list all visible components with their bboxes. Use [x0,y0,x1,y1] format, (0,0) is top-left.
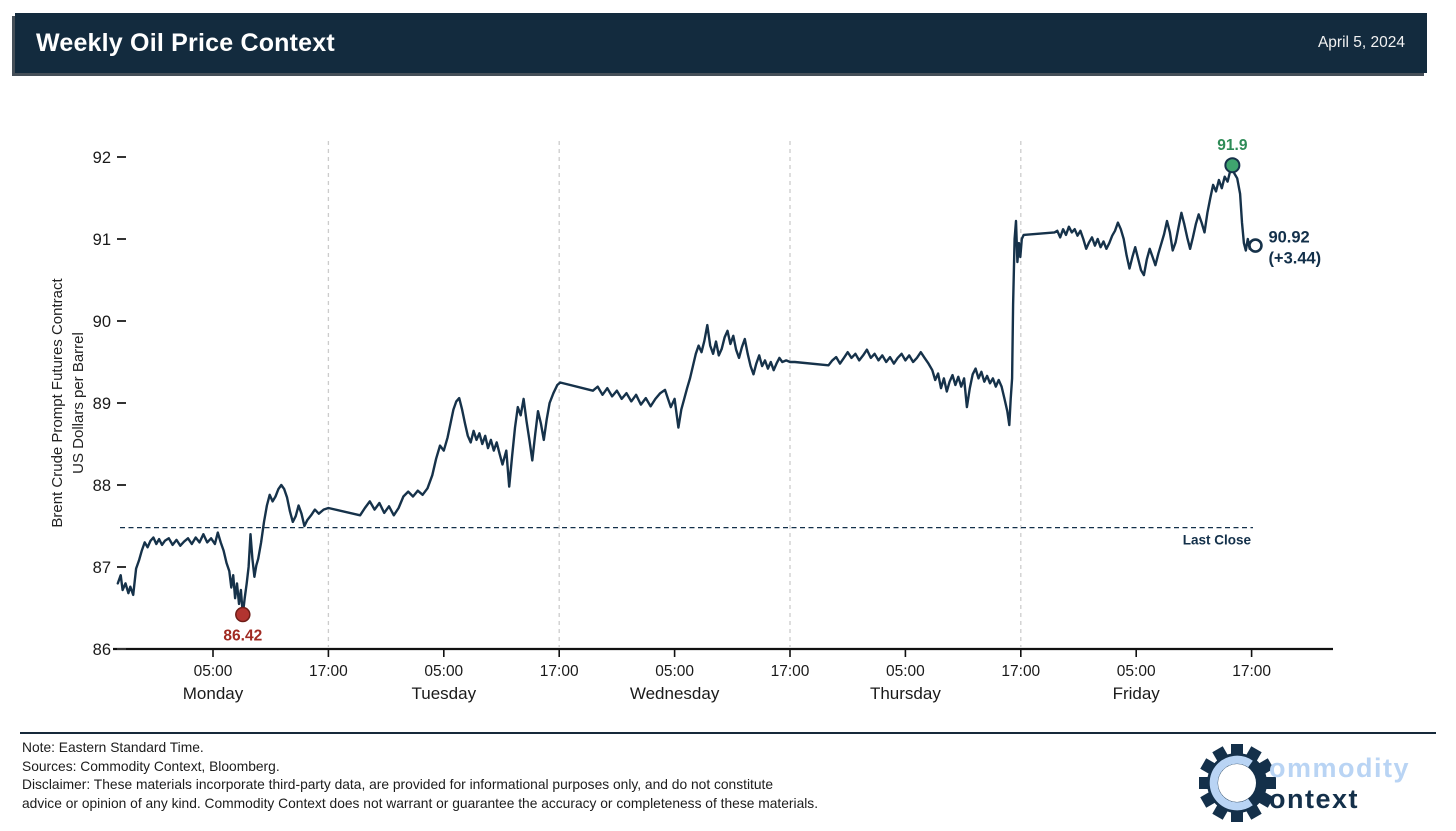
note-line: Note: Eastern Standard Time. [22,740,204,755]
x-tick-label: 05:00 [655,663,694,680]
disclaimer-line-2: advice or opinion of any kind. Commodity… [22,795,819,811]
x-tick-label: 17:00 [309,663,348,680]
week-high-marker [1224,157,1241,174]
price-line [116,163,1257,616]
y-axis-title-line2: US Dollars per Barrel [70,332,87,474]
y-tick-label: 90 [93,313,111,331]
x-tick-label: 05:00 [886,663,925,680]
week-low-marker [235,606,251,623]
disclaimer-line-1: Disclaimer: These materials incorporate … [22,777,774,793]
commodity-context-logo: ommodity ontext [1199,737,1455,829]
last-price-label: 90.92 [1268,229,1309,247]
last-close-label: Last Close [1183,533,1252,548]
x-day-label: Thursday [870,684,941,703]
y-axis-title-line1: Brent Crude Prompt Futures Contract [49,278,66,528]
header-date: April 5, 2024 [1317,34,1405,51]
x-day-label: Monday [183,684,244,703]
footer-notes: Note: Eastern Standard Time. Sources: Co… [22,739,952,813]
header-bar: Weekly Oil Price Context April 5, 2024 [15,13,1427,73]
x-day-label: Wednesday [630,684,720,703]
y-tick-label: 87 [93,559,111,577]
x-tick-label: 17:00 [1232,663,1271,680]
x-tick-label: 17:00 [540,663,579,680]
y-tick-label: 86 [93,641,111,659]
x-day-label: Tuesday [412,684,477,703]
x-day-label: Friday [1113,684,1161,703]
week-low-label: 86.42 [223,628,262,645]
x-tick-label: 05:00 [424,663,463,680]
logo-word-context: ontext [1269,784,1359,814]
gear-icon [1199,744,1276,822]
y-tick-label: 89 [93,395,111,413]
footer-divider [20,732,1436,734]
page-title: Weekly Oil Price Context [36,28,335,57]
last-price-marker [1248,238,1263,253]
x-tick-label: 17:00 [1001,663,1040,680]
sources-line: Sources: Commodity Context, Bloomberg. [22,758,280,774]
x-tick-label: 05:00 [1117,663,1156,680]
logo-letter-c [1209,755,1253,811]
y-tick-label: 91 [93,231,111,249]
y-tick-label: 88 [93,477,111,495]
week-high-label: 91.9 [1217,137,1248,154]
x-tick-label: 17:00 [771,663,810,680]
logo-word-commodity: ommodity [1269,753,1411,783]
x-tick-label: 05:00 [194,663,233,680]
y-tick-label: 92 [93,149,111,167]
last-price-change-label: (+3.44) [1268,250,1321,268]
